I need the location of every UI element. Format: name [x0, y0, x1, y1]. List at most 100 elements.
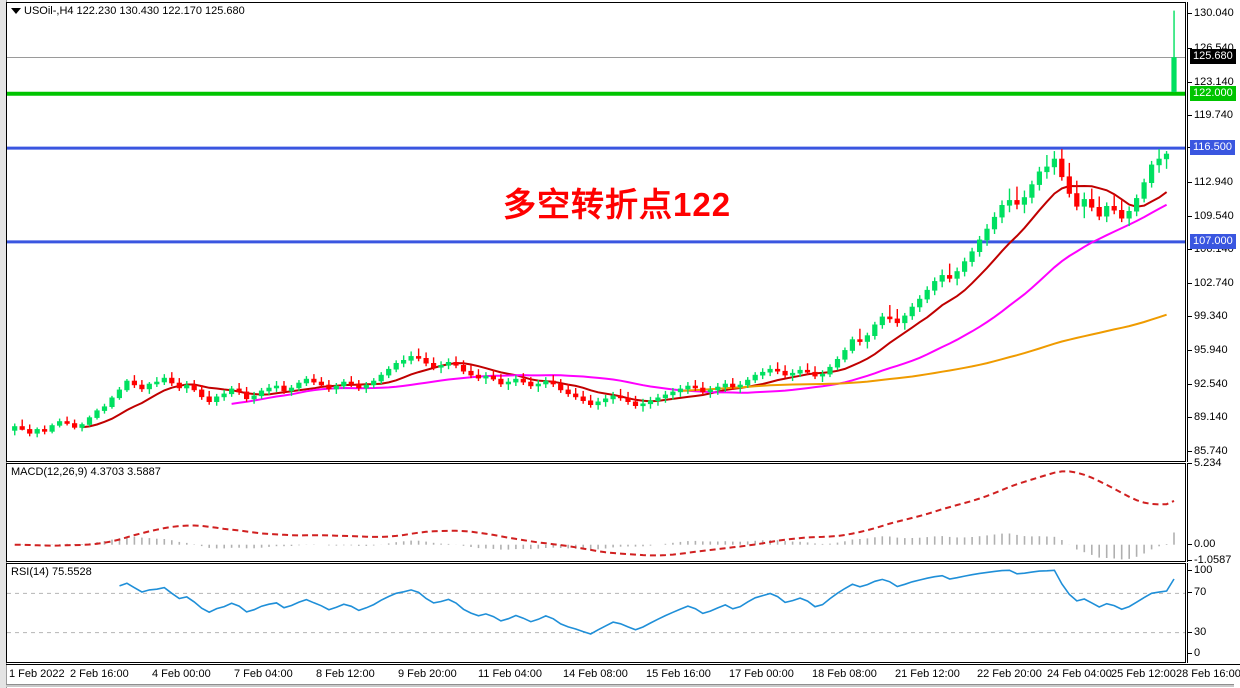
candle-body [834, 358, 841, 368]
candle-body [543, 380, 549, 385]
candle-body [991, 216, 998, 230]
macd-plot[interactable] [7, 464, 1185, 561]
candle-body [827, 366, 833, 375]
rsi-line [119, 569, 1175, 635]
candle-body [139, 384, 145, 390]
candle-body [498, 378, 504, 385]
time-axis-label: 1 Feb 2022 [9, 668, 65, 680]
horizontal-scrollbar[interactable] [6, 684, 1234, 687]
candle-body [752, 374, 758, 381]
candle-body [27, 429, 33, 434]
candle-body [939, 275, 945, 282]
candle-body [94, 410, 100, 418]
price-axis-tick: 119.740 [1188, 110, 1233, 121]
candle-body [774, 368, 781, 372]
candle-body [161, 377, 167, 383]
rsi-axis[interactable]: 100 70 30 0 [1187, 563, 1240, 663]
candle-body [573, 393, 579, 398]
price-axis[interactable]: 130.040 126.540 123.140 119.740 116.500 112.9… [1187, 2, 1240, 462]
triangle-down-icon[interactable] [11, 8, 21, 14]
time-axis-label: 24 Feb 04:00 [1047, 668, 1112, 680]
candle-body [767, 368, 773, 373]
macd-axis-tick: -1.0587 [1188, 555, 1231, 566]
candle-body [692, 385, 698, 389]
candle-body [1141, 182, 1147, 199]
candle-body [625, 397, 631, 402]
candle-body [400, 359, 407, 364]
candle-body [707, 389, 713, 393]
macd-axis[interactable]: 5.234 0.00 -1.0587 [1187, 458, 1240, 566]
candle-body [423, 357, 429, 364]
candle-body [1014, 200, 1020, 205]
candle-body [483, 375, 489, 379]
candle-body [124, 380, 130, 391]
candle-body [984, 228, 990, 241]
rsi-pane[interactable] [6, 563, 1186, 663]
candle-body [662, 394, 668, 399]
candle-body [131, 380, 137, 386]
candle-body [86, 417, 93, 425]
candle-body [804, 369, 811, 373]
candle-body [41, 429, 48, 432]
candle-body [580, 396, 586, 401]
candle-body [445, 361, 452, 366]
candle-body [333, 385, 339, 390]
candle-body [535, 383, 541, 387]
candle-body [34, 429, 40, 434]
price-axis-tick: 89.140 [1188, 412, 1228, 423]
macd-pane[interactable] [6, 463, 1186, 562]
current-price-tag: 125.680 [1190, 49, 1236, 65]
macd-axis-tick: 0.00 [1188, 538, 1215, 550]
candle-body [647, 400, 654, 405]
candle-body [258, 390, 265, 397]
candle-body [12, 426, 18, 431]
candle-body [438, 364, 444, 368]
time-axis-label: 28 Feb 16:00 [1176, 668, 1240, 680]
rsi-axis-tick: 0 [1188, 648, 1200, 659]
candle-body [430, 362, 437, 368]
ma-slow-line [680, 313, 1167, 392]
candle-body [393, 362, 399, 370]
time-axis[interactable]: 1 Feb 2022 2 Feb 16:00 4 Feb 00:00 7 Feb 04… [6, 664, 1240, 688]
macd-signal-line [14, 470, 1175, 557]
candle-body [842, 350, 848, 360]
candle-body [887, 316, 893, 320]
candle-body [1089, 199, 1095, 208]
candle-body [879, 316, 885, 326]
candle-body [273, 385, 280, 389]
time-axis-label: 9 Feb 20:00 [398, 668, 457, 680]
candle-body [251, 395, 257, 400]
candle-body [587, 400, 594, 405]
candle-body [19, 426, 25, 430]
candle-body [116, 389, 122, 399]
time-axis-label: 14 Feb 08:00 [563, 668, 628, 680]
candle-body [348, 381, 354, 385]
candle-body [1074, 193, 1080, 207]
price-pane[interactable] [6, 2, 1186, 462]
candle-body [72, 423, 78, 428]
candle-body [1096, 207, 1102, 217]
candle-body [513, 378, 519, 383]
candle-body [1111, 206, 1117, 211]
candle-body [730, 383, 736, 388]
candle-body [460, 364, 467, 372]
candle-body [296, 382, 302, 389]
time-axis-label: 2 Feb 16:00 [70, 668, 129, 680]
price-axis-tick: 109.540 [1188, 210, 1234, 222]
blue-level-upper-tag: 116.500 [1190, 140, 1235, 156]
candle-body [655, 397, 661, 402]
candle-body [812, 371, 818, 377]
candle-body [236, 388, 242, 393]
candle-body [677, 388, 683, 393]
candle-body [700, 387, 706, 393]
price-plot[interactable] [7, 3, 1185, 461]
candle-body [288, 387, 295, 392]
candle-body [610, 395, 616, 400]
candle-body [154, 381, 160, 385]
rsi-plot[interactable] [7, 564, 1185, 662]
price-axis-tick: 112.940 [1188, 177, 1233, 188]
candle-body [318, 381, 325, 386]
time-axis-label: 22 Feb 20:00 [977, 668, 1042, 680]
candle-body [1021, 197, 1027, 205]
candle-body [356, 383, 362, 389]
